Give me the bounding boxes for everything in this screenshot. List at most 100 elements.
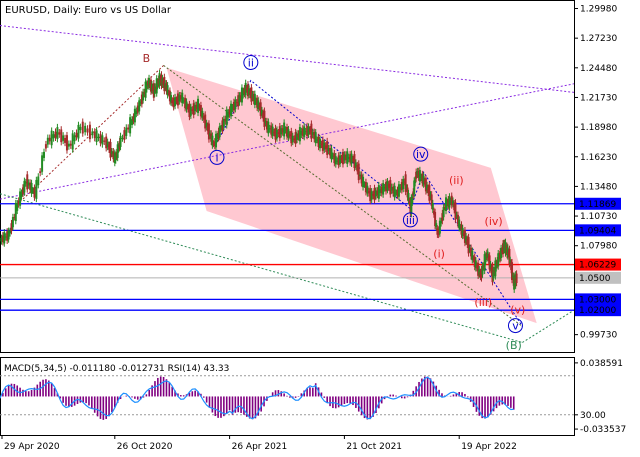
candle-body <box>278 126 281 139</box>
macd-bar <box>369 396 372 420</box>
candle-body <box>114 154 117 161</box>
macd-bar <box>27 391 30 397</box>
macd-bar <box>366 396 369 420</box>
candle-body <box>389 180 392 195</box>
candle-body <box>458 219 461 229</box>
macd-bar <box>487 396 489 418</box>
candle-body <box>204 114 207 129</box>
candle-body <box>165 83 168 92</box>
time-tick-label: 29 Apr 2020 <box>4 442 60 452</box>
candle-body <box>189 106 192 116</box>
candle-body <box>316 139 319 141</box>
macd-bar <box>337 396 340 408</box>
macd-bar <box>182 395 185 397</box>
candle-body <box>314 132 317 144</box>
candle-body <box>393 185 396 198</box>
candle-body <box>44 144 47 149</box>
time-tick-label: 19 Apr 2022 <box>461 442 517 452</box>
macd-bar <box>412 390 415 397</box>
candle-body <box>144 81 147 98</box>
candle-body <box>413 180 416 195</box>
candle-body <box>46 137 49 145</box>
candle-body <box>20 192 23 197</box>
candle-body <box>500 248 503 258</box>
macd-bar <box>271 392 274 397</box>
macd-bar <box>91 396 93 409</box>
macd-bar <box>329 396 331 407</box>
macd-bar <box>225 396 228 414</box>
macd-bar <box>168 382 171 397</box>
price-tick-label: 1.29980 <box>580 5 617 15</box>
candle-body <box>420 176 423 178</box>
candle-body <box>339 155 342 164</box>
macd-bar <box>392 394 394 397</box>
candle-body <box>197 98 200 113</box>
macd-bar <box>432 381 435 397</box>
macd-bar <box>53 388 56 397</box>
macd-bar <box>134 396 136 399</box>
candle-body <box>291 135 294 142</box>
candle-body <box>337 155 340 166</box>
candle-body <box>432 210 435 215</box>
macd-bar <box>85 396 87 404</box>
candle-body <box>461 227 464 236</box>
candle-body <box>4 236 7 238</box>
candle-body <box>268 128 271 130</box>
candle-body <box>84 125 87 133</box>
candle-body <box>257 100 260 110</box>
price-candles <box>0 69 518 293</box>
macd-bar <box>228 396 231 411</box>
candle-body <box>288 134 291 137</box>
macd-bar <box>512 396 515 410</box>
wave-label-circle <box>243 55 259 71</box>
macd-bar <box>401 396 403 399</box>
candle-body <box>140 94 143 105</box>
candle-body <box>376 190 379 195</box>
candle-body <box>252 94 255 102</box>
candle-body <box>131 119 134 125</box>
candle-body <box>320 143 323 145</box>
macd-bar <box>194 390 196 397</box>
candle-body <box>52 134 55 139</box>
candle-body <box>296 133 299 140</box>
macd-bar <box>93 396 96 413</box>
candle-body <box>192 103 195 116</box>
candle-body <box>105 136 108 149</box>
macd-bar <box>438 389 440 397</box>
candle-body <box>407 193 410 202</box>
macd-bar <box>174 390 176 397</box>
candle-body <box>423 180 426 184</box>
candle-body <box>447 199 450 207</box>
candle-body <box>410 197 413 215</box>
candle-body <box>132 116 135 122</box>
macd-bar <box>4 388 7 397</box>
macd-bar <box>429 378 432 397</box>
candle-body <box>353 154 356 169</box>
macd-bar <box>234 396 237 413</box>
candle-body <box>417 171 420 178</box>
candle-body <box>275 129 278 139</box>
macd-bar <box>96 396 99 417</box>
candle-body <box>271 126 274 136</box>
macd-bar <box>68 396 70 408</box>
macd-bar <box>360 396 363 416</box>
macd-bar <box>300 393 303 397</box>
candle-body <box>164 83 167 88</box>
candle-body <box>24 182 27 184</box>
candle-body <box>440 220 443 224</box>
candle-body <box>456 214 459 225</box>
candle-body <box>227 112 230 118</box>
candle-body <box>210 133 213 142</box>
candle-body <box>243 88 246 94</box>
macd-bar <box>248 396 251 419</box>
macd-bar <box>162 376 165 397</box>
wave-label: (ii) <box>449 174 464 187</box>
macd-bar <box>197 391 199 397</box>
candle-body <box>329 148 332 156</box>
candle-body <box>482 265 485 267</box>
candle-body <box>166 85 169 96</box>
candle-body <box>3 232 6 244</box>
price-label-text: 1.09404 <box>579 226 616 236</box>
candle-body <box>475 265 478 269</box>
